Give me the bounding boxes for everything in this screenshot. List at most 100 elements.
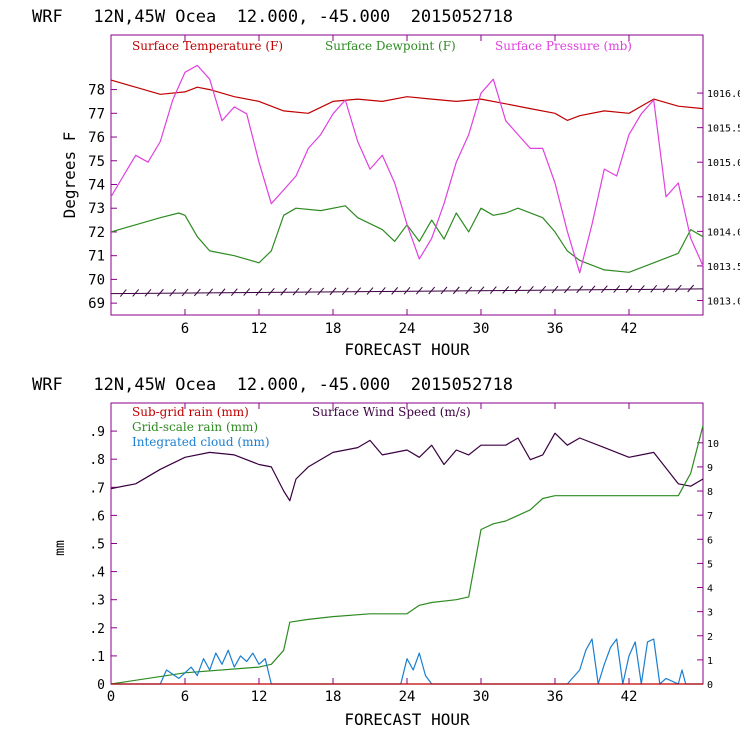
chart-bottom-series xyxy=(110,425,704,685)
chart-top-y-tick-label: 71 xyxy=(88,249,105,265)
chart-bottom-y-tick-labels: 0 .1 .2 .3 .4 .5 .6 .7 .8 .9 xyxy=(89,425,105,693)
wind-barb xyxy=(329,287,337,296)
chart-bottom-y2-tick-label: 8 xyxy=(707,487,713,498)
chart-top-y-tick-labels: 69 70 71 72 73 74 75 76 77 78 xyxy=(88,83,105,313)
wind-barb xyxy=(403,286,411,295)
wind-barb xyxy=(514,286,522,294)
chart-bottom-x-tick-label: 0 xyxy=(107,689,115,705)
chart-top-x-tick-label: 12 xyxy=(251,321,268,337)
wind-barb xyxy=(255,288,263,296)
wind-barb xyxy=(674,284,682,293)
chart-bottom-legend-wind-speed: Surface Wind Speed (m/s) xyxy=(312,405,471,419)
chart-bottom-y-tick-label: .2 xyxy=(89,622,105,637)
chart-top-tick-marks xyxy=(111,35,703,315)
chart-bottom-x-tick-label: 24 xyxy=(399,689,416,705)
chart-top-y2-tick-label: 1013.5 xyxy=(707,262,740,273)
chart-top-x-tick-label: 6 xyxy=(181,321,189,337)
chart-top-y-tick-label: 72 xyxy=(88,225,105,241)
wind-barb xyxy=(119,289,127,297)
wind-barb xyxy=(156,288,164,297)
chart-top-y2-tick-label: 1015.0 xyxy=(707,158,740,169)
wind-barb xyxy=(169,288,177,297)
chart-bottom-y2-tick-label: 5 xyxy=(707,559,713,570)
wind-barb xyxy=(662,284,670,293)
chart-bottom-y-tick-label: .7 xyxy=(89,481,105,496)
chart-top-legend-pressure: Surface Pressure (mb) xyxy=(495,39,632,53)
chart-top-y-tick-label: 78 xyxy=(88,83,105,99)
chart-top-y-tick-label: 69 xyxy=(88,296,105,312)
series-grid-scale-rain-mm xyxy=(110,425,704,685)
wind-barb xyxy=(477,286,485,295)
chart-top-legend-dewpoint: Surface Dewpoint (F) xyxy=(325,39,456,53)
wind-barb xyxy=(341,287,349,296)
chart-top-x-tick-label: 36 xyxy=(547,321,564,337)
chart-top-y-tick-label: 70 xyxy=(88,272,105,288)
chart-bottom-x-tick-label: 30 xyxy=(473,689,490,705)
chart-top: WRF 12N,45W Ocea 12.000, -45.000 2015052… xyxy=(32,7,740,359)
chart-bottom-x-tick-label: 36 xyxy=(547,689,564,705)
chart-top-series xyxy=(110,64,704,297)
chart-top-y-tick-label: 77 xyxy=(88,106,105,122)
chart-top-x-tick-labels: 6 12 18 24 30 36 42 xyxy=(181,321,638,337)
wind-barb xyxy=(576,285,584,294)
chart-top-y-axis-label: Degrees F xyxy=(60,132,79,219)
chart-top-y2-tick-label: 1015.5 xyxy=(707,124,740,135)
chart-top-y-tick-label: 75 xyxy=(88,154,105,170)
wind-barb xyxy=(243,288,251,296)
chart-top-y2-tick-labels: 1013.0 1013.5 1014.0 1014.5 1015.0 1015.5 1016… xyxy=(707,89,740,307)
chart-top-y2-tick-label: 1016.0 xyxy=(707,89,740,100)
chart-top-x-tick-label: 24 xyxy=(399,321,416,337)
chart-top-x-tick-label: 30 xyxy=(473,321,490,337)
chart-bottom-y2-tick-label: 4 xyxy=(707,584,713,595)
wind-barb xyxy=(687,284,695,293)
series-surface-wind-speed-m-s xyxy=(110,432,704,502)
wind-barb xyxy=(539,285,547,294)
chart-top-x-axis-label: FORECAST HOUR xyxy=(344,340,470,359)
wind-barb xyxy=(230,288,238,296)
chart-bottom-y2-tick-label: 0 xyxy=(707,680,713,691)
chart-bottom-y-tick-label: 0 xyxy=(97,678,105,693)
chart-bottom-y-tick-label: .8 xyxy=(89,453,105,468)
wind-barb xyxy=(625,285,633,293)
chart-bottom-legend-gridscale-rain: Grid-scale rain (mm) xyxy=(132,420,258,434)
chart-bottom-y-tick-label: .3 xyxy=(89,594,105,609)
series-surface-dewpoint-f xyxy=(110,205,704,273)
wind-barb xyxy=(650,284,658,293)
chart-top-legend-temperature: Surface Temperature (F) xyxy=(132,39,283,53)
chart-bottom-legend-integrated-cloud: Integrated cloud (mm) xyxy=(132,435,270,449)
chart-top-y-tick-label: 76 xyxy=(88,130,105,146)
chart-bottom: WRF 12N,45W Ocea 12.000, -45.000 2015052… xyxy=(32,375,719,729)
chart-bottom-y-tick-label: .1 xyxy=(89,650,105,665)
chart-bottom-y-tick-label: .4 xyxy=(89,566,105,581)
chart-bottom-y-axis-label: mm xyxy=(53,540,68,556)
chart-bottom-y2-tick-label: 1 xyxy=(707,656,713,667)
wind-barbs xyxy=(110,284,704,297)
chart-bottom-x-tick-label: 18 xyxy=(325,689,342,705)
chart-top-y-tick-label: 73 xyxy=(88,201,105,217)
chart-bottom-y2-tick-label: 3 xyxy=(707,608,713,619)
chart-bottom-y-tick-label: .9 xyxy=(89,425,105,440)
series-surface-pressure-mb xyxy=(110,64,704,274)
chart-bottom-y-tick-label: .5 xyxy=(89,538,105,553)
chart-top-x-tick-label: 18 xyxy=(325,321,342,337)
chart-top-y2-tick-label: 1014.5 xyxy=(707,193,740,204)
chart-top-y2-tick-label: 1014.0 xyxy=(707,227,740,238)
wind-barb xyxy=(280,287,288,296)
series-integrated-cloud-mm xyxy=(111,638,703,685)
wind-barb xyxy=(144,289,152,297)
wind-barb xyxy=(440,286,448,295)
chart-bottom-x-tick-labels: 0 6 12 18 24 30 36 42 xyxy=(107,689,638,705)
chart-bottom-legend-subgrid-rain: Sub-grid rain (mm) xyxy=(132,405,249,419)
chart-bottom-y2-tick-labels: 0 1 2 3 4 5 6 7 8 9 10 xyxy=(707,439,719,691)
wind-barb xyxy=(502,286,510,294)
wind-barb xyxy=(415,286,423,295)
chart-bottom-y2-tick-label: 6 xyxy=(707,535,713,546)
wind-barb xyxy=(526,285,534,294)
wind-barb xyxy=(489,286,497,294)
chart-top-x-tick-label: 42 xyxy=(621,321,638,337)
wind-barb xyxy=(600,285,608,294)
wind-barb xyxy=(563,285,571,294)
chart-top-y2-tick-label: 1013.0 xyxy=(707,296,740,307)
chart-bottom-y-tick-label: .6 xyxy=(89,509,105,524)
wind-barb xyxy=(465,286,473,295)
